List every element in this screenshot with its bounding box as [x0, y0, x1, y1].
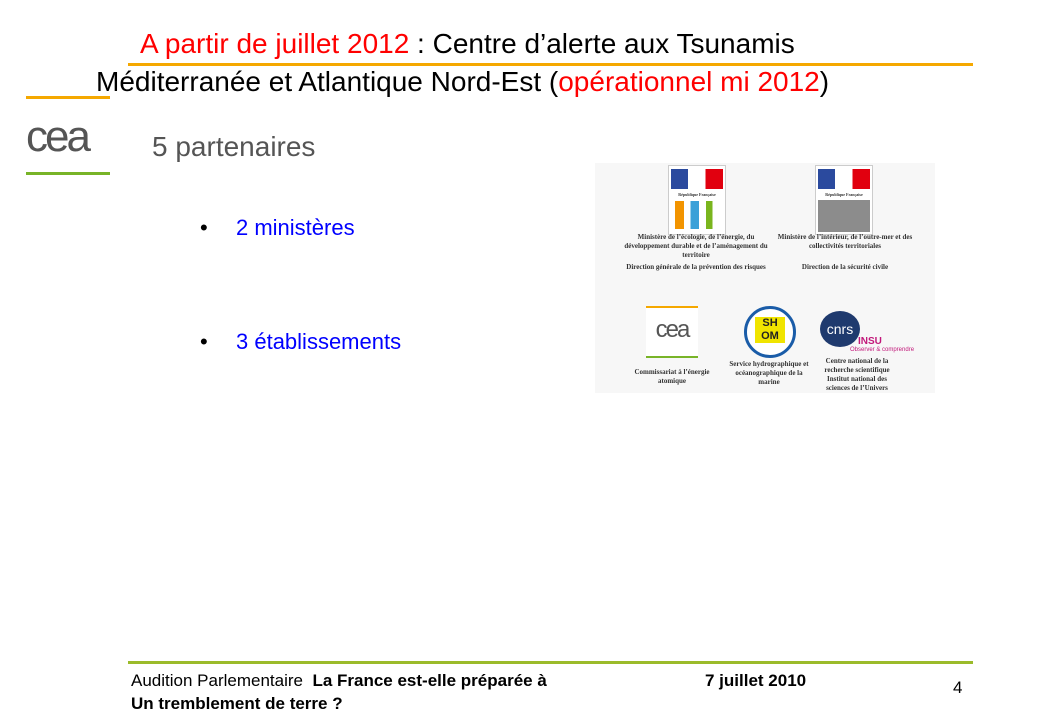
interior-grey-block: [818, 200, 870, 232]
title-line-2: Méditerranée et Atlantique Nord-Est (opé…: [96, 66, 829, 98]
partner-logos-image: République Française Ministère de l’écol…: [595, 163, 935, 393]
french-flag-icon: [818, 169, 870, 189]
rf-label: République Française: [825, 192, 863, 197]
cnrs-logo: cnrs: [820, 311, 860, 347]
rf-label: République Française: [678, 192, 716, 197]
ministry-interior-caption: Ministère de l’intérieur, de l’outre-mer…: [777, 233, 913, 250]
title-line-1: A partir de juillet 2012 : Centre d’aler…: [140, 28, 795, 60]
cea-logo: cea: [26, 112, 91, 161]
title-date: A partir de juillet 2012: [140, 28, 410, 59]
subtitle: 5 partenaires: [152, 131, 316, 162]
ministry-ecology-sub: Direction générale de la prévention des …: [626, 263, 766, 271]
cea-partner-logo-text: cea: [655, 316, 691, 343]
cea-partner-logo: cea: [646, 306, 698, 358]
insu-label: INSU: [858, 336, 882, 347]
logo-orange-bar: [26, 96, 110, 99]
ecology-stripes: [675, 201, 719, 229]
logo-green-bar: [26, 172, 110, 175]
footer-title-2: Un tremblement de terre ?: [131, 694, 343, 713]
footer-date: 7 juillet 2010: [705, 671, 807, 690]
cea-caption: Commissariat à l’énergie atomique: [634, 368, 710, 385]
ministry-interior-logo: République Française: [815, 165, 873, 235]
ministry-interior-sub: Direction de la sécurité civile: [801, 263, 889, 271]
page-number: 4: [953, 678, 963, 697]
footer-left: Audition Parlementaire: [131, 671, 303, 690]
french-flag-icon: [671, 169, 723, 189]
title-status: opérationnel mi 2012: [558, 66, 820, 97]
shom-logo: SH OM: [744, 306, 796, 358]
title-paren: ): [819, 66, 830, 97]
footer-title: La France est-elle préparée à: [312, 671, 547, 690]
shom-logo-text: SH OM: [755, 317, 785, 343]
footer-divider: [128, 661, 973, 664]
shom-caption: Service hydrographique et océanographiqu…: [729, 360, 809, 386]
footer-event: Audition Parlementaire La France est-ell…: [131, 671, 547, 691]
insu-tagline: Observer & comprendre: [850, 347, 915, 353]
bullet-marker: •: [200, 215, 208, 240]
bullet-establishments: 3 établissements: [236, 329, 402, 354]
title-region: Méditerranée et Atlantique Nord-Est (: [96, 66, 559, 97]
bullet-marker: •: [200, 329, 208, 354]
bullet-ministries: 2 ministères: [236, 215, 355, 240]
title-text: : Centre d’alerte aux Tsunamis: [409, 28, 795, 59]
ministry-ecology-logo: République Française: [668, 165, 726, 235]
ministry-ecology-caption: Ministère de l’écologie, de l’énergie, d…: [624, 233, 768, 259]
cnrs-caption: Centre national de la recherche scientif…: [824, 357, 890, 392]
title-divider: [128, 63, 973, 66]
